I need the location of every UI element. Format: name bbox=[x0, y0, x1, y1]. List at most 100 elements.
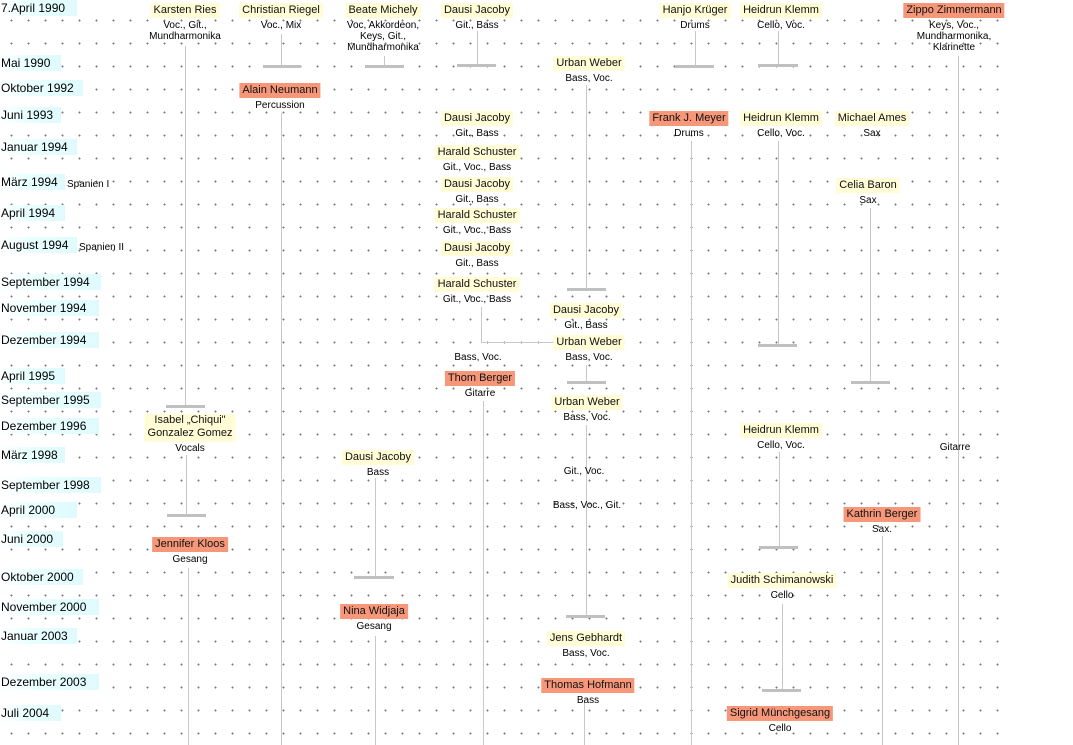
end-bar bbox=[762, 689, 801, 692]
member-name: Urban Weber bbox=[551, 395, 623, 410]
end-bar bbox=[167, 514, 206, 517]
role-line: Keys, Voc., bbox=[928, 20, 980, 31]
member-role: Drums bbox=[680, 20, 709, 31]
member-name: Hanjo Krüger bbox=[659, 3, 731, 18]
role-line: Git., Bass bbox=[455, 128, 499, 139]
role-line: Git., Voc., Bass bbox=[442, 294, 512, 305]
member-name: Thom Berger bbox=[444, 371, 516, 386]
member-name: Heidrun Klemm bbox=[740, 3, 822, 18]
member-role: Cello bbox=[771, 590, 794, 601]
member-role: Voc., Mix bbox=[261, 20, 302, 31]
member-name: Karsten Ries bbox=[150, 3, 220, 18]
date-label: November 1994 bbox=[0, 300, 99, 316]
member-name: Dausi Jacoby bbox=[440, 241, 514, 256]
member-role: Keys, Voc., Mundharmonika, Klarinette bbox=[917, 20, 991, 53]
role-line: Git., Bass bbox=[564, 320, 608, 331]
member-role: Gesang bbox=[172, 554, 207, 565]
member-line bbox=[481, 307, 482, 342]
member-name: Thomas Hofmann bbox=[541, 678, 635, 693]
member-line bbox=[691, 141, 692, 745]
member-name: Alain Neumann bbox=[239, 83, 321, 98]
member-line bbox=[958, 56, 959, 745]
role-line: Klarinette bbox=[932, 42, 976, 53]
member-name: Dausi Jacoby bbox=[440, 111, 514, 126]
member-name: Nina Widjaja bbox=[340, 604, 408, 619]
member-name: Dausi Jacoby bbox=[440, 177, 514, 192]
member-role: Voc, Akkordeon, Keys, Git., Mundharmonika bbox=[347, 20, 419, 53]
role-line: Bass bbox=[366, 467, 390, 478]
member-role: Git., Bass bbox=[455, 258, 498, 269]
member-name: Dausi Jacoby bbox=[341, 450, 415, 465]
role-line: Vocals bbox=[175, 443, 205, 454]
date-label: April 1994 bbox=[0, 205, 65, 221]
date-label: Dezember 2003 bbox=[0, 674, 99, 690]
role-note: Gitarre bbox=[939, 442, 971, 453]
date-label: August 1994 bbox=[0, 237, 77, 253]
member-name: Heidrun Klemm bbox=[740, 423, 822, 438]
member-role: Git., Bass bbox=[564, 320, 607, 331]
date-label: Dezember 1994 bbox=[0, 332, 99, 348]
role-line: Mundharmonika bbox=[149, 31, 221, 42]
member-role: Sax bbox=[863, 128, 880, 139]
date-label: April 1995 bbox=[0, 368, 65, 384]
member-line bbox=[778, 141, 779, 345]
member-line bbox=[586, 365, 587, 382]
role-line: Percussion bbox=[255, 100, 305, 111]
role-line: Git., Bass bbox=[455, 20, 499, 31]
end-bar bbox=[365, 65, 404, 68]
member-name: Zippo Zimmermann bbox=[903, 3, 1005, 18]
role-note: Bass, Voc. bbox=[454, 352, 502, 363]
date-label: Januar 2003 bbox=[0, 628, 77, 644]
member-role: Sax bbox=[859, 195, 876, 206]
role-line: Sax. bbox=[871, 524, 893, 535]
end-bar bbox=[851, 381, 890, 384]
member-role: Gitarre bbox=[465, 388, 496, 399]
member-role: Bass, Voc. bbox=[565, 352, 612, 363]
member-name: Christian Riegel bbox=[239, 3, 323, 18]
member-line bbox=[281, 113, 282, 745]
role-line: Cello, Voc. bbox=[757, 440, 805, 451]
member-role: Git., Bass bbox=[455, 194, 498, 205]
member-name: Jennifer Kloos bbox=[152, 537, 228, 552]
member-line bbox=[586, 85, 587, 289]
role-line: Cello bbox=[768, 723, 792, 734]
member-line bbox=[375, 478, 376, 577]
date-label: 7.April 1990 bbox=[0, 0, 77, 16]
date-label: Juni 1993 bbox=[0, 107, 61, 123]
end-bar bbox=[166, 405, 205, 408]
member-name: Dausi Jacoby bbox=[549, 303, 623, 318]
member-name-line: Gonzalez Gomez bbox=[147, 427, 233, 439]
member-line bbox=[185, 46, 186, 405]
date-label: Januar 1994 bbox=[0, 139, 77, 155]
member-role: Sax. bbox=[872, 524, 892, 535]
role-note: Bass, Voc., Git. bbox=[552, 500, 622, 511]
member-line bbox=[186, 455, 187, 515]
member-name: Michael Ames bbox=[834, 111, 910, 126]
member-name: Kathrin Berger bbox=[843, 507, 921, 522]
member-line bbox=[870, 208, 871, 382]
role-line: Sax bbox=[863, 128, 881, 139]
member-role: Git., Voc., Bass bbox=[443, 225, 511, 236]
member-name-line: Isabel „Chiqui" bbox=[154, 414, 226, 426]
role-line: Bass, Voc. bbox=[562, 648, 610, 659]
role-line: Mundharmonika, bbox=[916, 31, 992, 42]
end-bar bbox=[758, 64, 798, 67]
member-line bbox=[695, 31, 696, 66]
role-line: Git., Voc., Bass bbox=[442, 162, 512, 173]
member-name: Beate Michely bbox=[345, 3, 421, 18]
date-note: Spanien II bbox=[79, 242, 125, 253]
date-note: Spanien I bbox=[67, 179, 110, 190]
role-line: Bass, Voc. bbox=[565, 352, 613, 363]
date-label: Juli 2004 bbox=[0, 705, 61, 721]
member-line bbox=[782, 604, 783, 690]
role-note: Git., Voc. bbox=[563, 466, 605, 477]
member-role: Bass, Voc. bbox=[565, 73, 612, 84]
date-label: September 1994 bbox=[0, 274, 101, 290]
member-line bbox=[779, 452, 780, 547]
role-line: Gesang bbox=[356, 621, 392, 632]
member-role: Cello, Voc. bbox=[757, 20, 805, 31]
date-label: April 2000 bbox=[0, 502, 77, 518]
member-role: Git., Voc., Bass bbox=[443, 162, 511, 173]
role-line: Git., Voc., Bass bbox=[442, 225, 512, 236]
